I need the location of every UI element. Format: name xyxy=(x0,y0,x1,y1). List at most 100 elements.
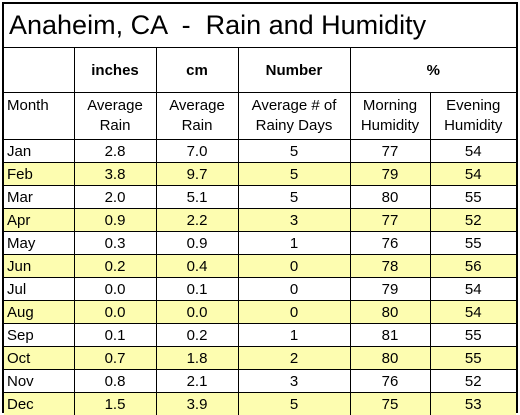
month-cell: Jun xyxy=(4,255,74,278)
rain-cm-cell: 2.2 xyxy=(156,209,238,232)
column-header-line2: Rain xyxy=(100,117,131,134)
month-cell: Apr xyxy=(4,209,74,232)
unit-header-cm: cm xyxy=(156,48,238,93)
rainy-days-cell: 1 xyxy=(238,324,350,347)
unit-header-row: inches cm Number % xyxy=(4,48,516,93)
month-cell: Feb xyxy=(4,163,74,186)
morning-humidity-cell: 77 xyxy=(350,209,430,232)
rain-inches-cell: 3.8 xyxy=(74,163,156,186)
rainy-days-cell: 0 xyxy=(238,301,350,324)
rainy-days-cell: 5 xyxy=(238,163,350,186)
evening-humidity-cell: 52 xyxy=(430,209,516,232)
column-header-evening-humidity: Evening Humidity xyxy=(430,93,516,140)
unit-header-month xyxy=(4,48,74,93)
rainy-days-cell: 2 xyxy=(238,347,350,370)
month-cell: Sep xyxy=(4,324,74,347)
morning-humidity-cell: 79 xyxy=(350,278,430,301)
month-cell: Aug xyxy=(4,301,74,324)
rain-cm-cell: 5.1 xyxy=(156,186,238,209)
column-header-month: Month xyxy=(4,93,74,140)
column-header-line1: Month xyxy=(7,97,49,114)
column-header-line1: Average xyxy=(169,97,225,114)
morning-humidity-cell: 78 xyxy=(350,255,430,278)
morning-humidity-cell: 76 xyxy=(350,232,430,255)
column-header-line1: Average xyxy=(87,97,143,114)
rain-cm-cell: 3.9 xyxy=(156,393,238,415)
rain-inches-cell: 0.3 xyxy=(74,232,156,255)
column-header-average-rain-cm: Average Rain xyxy=(156,93,238,140)
morning-humidity-cell: 81 xyxy=(350,324,430,347)
unit-header-inches: inches xyxy=(74,48,156,93)
column-header-line2: Humidity xyxy=(444,117,502,134)
morning-humidity-cell: 76 xyxy=(350,370,430,393)
morning-humidity-cell: 77 xyxy=(350,140,430,163)
rain-cm-cell: 7.0 xyxy=(156,140,238,163)
column-header-line1: Morning xyxy=(363,97,417,114)
morning-humidity-cell: 80 xyxy=(350,186,430,209)
column-header-rainy-days: Average # of Rainy Days xyxy=(238,93,350,140)
column-header-average-rain-inches: Average Rain xyxy=(74,93,156,140)
column-header-line1: Evening xyxy=(446,97,500,114)
evening-humidity-cell: 53 xyxy=(430,393,516,415)
rainy-days-cell: 3 xyxy=(238,370,350,393)
rainy-days-cell: 1 xyxy=(238,232,350,255)
column-header-row: Month Average Rain Average Rain Average # … xyxy=(4,93,516,140)
evening-humidity-cell: 55 xyxy=(430,347,516,370)
rain-inches-cell: 0.0 xyxy=(74,278,156,301)
rain-inches-cell: 2.0 xyxy=(74,186,156,209)
month-cell: Nov xyxy=(4,370,74,393)
climate-table: inches cm Number % Month Average Rain Ave… xyxy=(4,48,516,415)
rain-inches-cell: 0.0 xyxy=(74,301,156,324)
column-header-line1: Average # of xyxy=(252,97,337,114)
rain-inches-cell: 2.8 xyxy=(74,140,156,163)
column-header-line2: Rainy Days xyxy=(256,117,333,134)
rain-inches-cell: 0.8 xyxy=(74,370,156,393)
morning-humidity-cell: 80 xyxy=(350,347,430,370)
month-cell: Dec xyxy=(4,393,74,415)
rainy-days-cell: 5 xyxy=(238,186,350,209)
rainy-days-cell: 3 xyxy=(238,209,350,232)
rainy-days-cell: 5 xyxy=(238,393,350,415)
evening-humidity-cell: 55 xyxy=(430,186,516,209)
rain-inches-cell: 0.1 xyxy=(74,324,156,347)
evening-humidity-cell: 54 xyxy=(430,301,516,324)
month-cell: Jan xyxy=(4,140,74,163)
rain-cm-cell: 0.0 xyxy=(156,301,238,324)
evening-humidity-cell: 56 xyxy=(430,255,516,278)
unit-header-number: Number xyxy=(238,48,350,93)
evening-humidity-cell: 52 xyxy=(430,370,516,393)
evening-humidity-cell: 54 xyxy=(430,163,516,186)
month-cell: Mar xyxy=(4,186,74,209)
rain-inches-cell: 0.9 xyxy=(74,209,156,232)
rain-inches-cell: 0.7 xyxy=(74,347,156,370)
rainy-days-cell: 5 xyxy=(238,140,350,163)
column-header-line2: Rain xyxy=(182,117,213,134)
evening-humidity-cell: 55 xyxy=(430,324,516,347)
month-cell: Jul xyxy=(4,278,74,301)
month-cell: Oct xyxy=(4,347,74,370)
rainy-days-cell: 0 xyxy=(238,255,350,278)
rain-cm-cell: 0.1 xyxy=(156,278,238,301)
morning-humidity-cell: 80 xyxy=(350,301,430,324)
morning-humidity-cell: 79 xyxy=(350,163,430,186)
rainy-days-cell: 0 xyxy=(238,278,350,301)
unit-header-percent: % xyxy=(350,48,516,93)
page-title: Anaheim, CA - Rain and Humidity xyxy=(4,4,516,48)
rain-cm-cell: 9.7 xyxy=(156,163,238,186)
rain-cm-cell: 2.1 xyxy=(156,370,238,393)
rain-cm-cell: 0.9 xyxy=(156,232,238,255)
